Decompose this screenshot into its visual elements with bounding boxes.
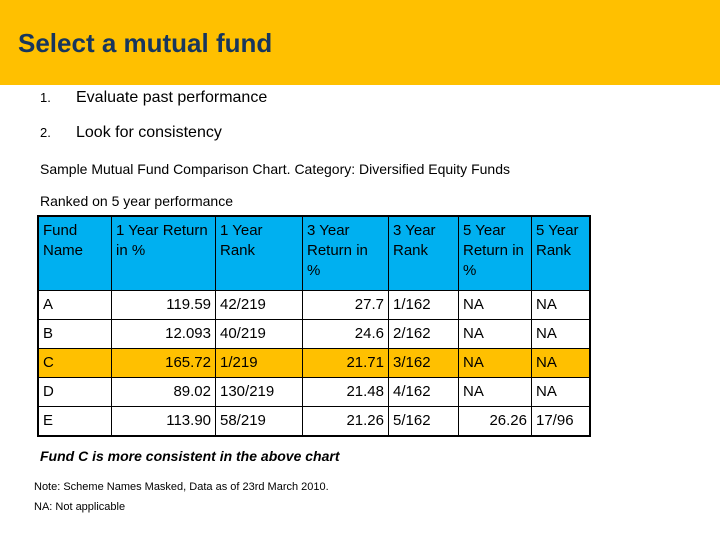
fund-comparison-table: Fund Name 1 Year Return in % 1 Year Rank… xyxy=(37,215,591,437)
step-item: 2. Look for consistency xyxy=(40,124,222,142)
table-row: B 12.093 40/219 24.6 2/162 NA NA xyxy=(37,319,591,349)
table-header-row: Fund Name 1 Year Return in % 1 Year Rank… xyxy=(37,215,591,291)
step-number: 1. xyxy=(40,90,51,105)
page-title: Select a mutual fund xyxy=(18,28,273,58)
one-year-return-cell: 89.02 xyxy=(111,377,216,407)
ranking-caption: Ranked on 5 year performance xyxy=(40,193,233,209)
conclusion-text: Fund C is more consistent in the above c… xyxy=(40,448,340,464)
step-text: Evaluate past performance xyxy=(76,89,268,106)
one-year-return-cell: 165.72 xyxy=(111,348,216,378)
table-row: E 113.90 58/219 21.26 5/162 26.26 17/96 xyxy=(37,406,591,437)
five-year-return-cell: 26.26 xyxy=(458,406,532,437)
five-year-return-cell: NA xyxy=(458,377,532,407)
one-year-return-cell: 113.90 xyxy=(111,406,216,437)
one-year-rank-cell: 58/219 xyxy=(215,406,303,437)
five-year-rank-cell: NA xyxy=(531,377,591,407)
five-year-rank-cell: NA xyxy=(531,319,591,349)
table-row-highlighted: C 165.72 1/219 21.71 3/162 NA NA xyxy=(37,348,591,378)
table-row: A 119.59 42/219 27.7 1/162 NA NA xyxy=(37,290,591,320)
step-number: 2. xyxy=(40,125,51,140)
step-item: 1. Evaluate past performance xyxy=(40,89,267,107)
table-row: D 89.02 130/219 21.48 4/162 NA NA xyxy=(37,377,591,407)
column-header: 3 Year Rank xyxy=(388,215,459,291)
fund-name-cell: D xyxy=(37,377,112,407)
three-year-return-cell: 27.7 xyxy=(302,290,389,320)
na-note: NA: Not applicable xyxy=(34,501,126,513)
three-year-rank-cell: 4/162 xyxy=(388,377,459,407)
five-year-return-cell: NA xyxy=(458,290,532,320)
column-header: 5 Year Return in % xyxy=(458,215,532,291)
header-bar: Select a mutual fund xyxy=(0,0,720,85)
one-year-return-cell: 119.59 xyxy=(111,290,216,320)
five-year-rank-cell: NA xyxy=(531,348,591,378)
three-year-return-cell: 21.48 xyxy=(302,377,389,407)
column-header: 1 Year Return in % xyxy=(111,215,216,291)
one-year-rank-cell: 40/219 xyxy=(215,319,303,349)
column-header: 1 Year Rank xyxy=(215,215,303,291)
column-header: 5 Year Rank xyxy=(531,215,591,291)
chart-caption: Sample Mutual Fund Comparison Chart. Cat… xyxy=(40,161,510,177)
fund-name-cell: C xyxy=(37,348,112,378)
five-year-return-cell: NA xyxy=(458,348,532,378)
three-year-rank-cell: 5/162 xyxy=(388,406,459,437)
three-year-rank-cell: 2/162 xyxy=(388,319,459,349)
five-year-rank-cell: NA xyxy=(531,290,591,320)
fund-name-cell: A xyxy=(37,290,112,320)
data-note: Note: Scheme Names Masked, Data as of 23… xyxy=(34,481,329,493)
three-year-return-cell: 24.6 xyxy=(302,319,389,349)
five-year-return-cell: NA xyxy=(458,319,532,349)
one-year-rank-cell: 1/219 xyxy=(215,348,303,378)
fund-name-cell: E xyxy=(37,406,112,437)
three-year-rank-cell: 3/162 xyxy=(388,348,459,378)
column-header: Fund Name xyxy=(37,215,112,291)
step-text: Look for consistency xyxy=(76,124,222,141)
column-header: 3 Year Return in % xyxy=(302,215,389,291)
three-year-return-cell: 21.26 xyxy=(302,406,389,437)
one-year-rank-cell: 42/219 xyxy=(215,290,303,320)
three-year-rank-cell: 1/162 xyxy=(388,290,459,320)
three-year-return-cell: 21.71 xyxy=(302,348,389,378)
fund-name-cell: B xyxy=(37,319,112,349)
one-year-rank-cell: 130/219 xyxy=(215,377,303,407)
five-year-rank-cell: 17/96 xyxy=(531,406,591,437)
one-year-return-cell: 12.093 xyxy=(111,319,216,349)
